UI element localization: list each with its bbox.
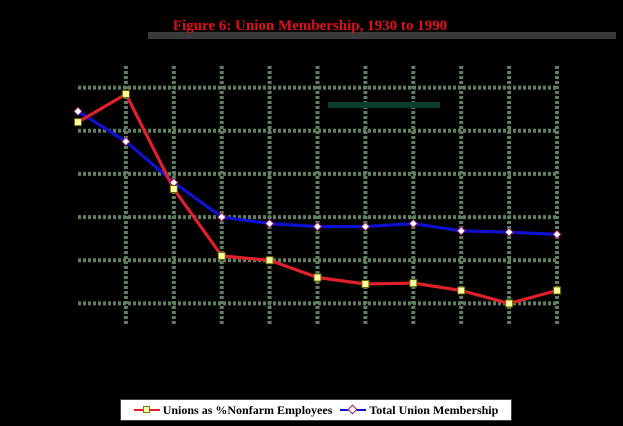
data-point-square [265, 256, 274, 265]
data-point-square [74, 118, 82, 127]
data-point-square [409, 279, 418, 288]
square-marker-icon [142, 406, 150, 413]
data-point-diamond [73, 106, 83, 117]
data-point-diamond [216, 212, 227, 222]
data-point-square [121, 90, 130, 99]
legend-swatch-diamond [340, 404, 367, 415]
data-point-square [553, 286, 561, 295]
legend-item-unions-percent: Unions as %Nonfarm Employees [133, 402, 333, 418]
data-point-diamond [456, 226, 466, 236]
data-point-square [361, 279, 370, 288]
data-point-square [457, 286, 466, 295]
legend: Unions as %Nonfarm Employees Total Union… [120, 399, 512, 421]
data-point-diamond [552, 229, 562, 240]
data-point-square [217, 251, 226, 260]
data-point-square [169, 185, 178, 194]
data-point-diamond [504, 227, 514, 237]
legend-label-total-membership: Total Union Membership [369, 402, 499, 417]
legend-label-unions-percent: Unions as %Nonfarm Employees [162, 402, 333, 417]
legend-item-total-membership: Total Union Membership [340, 403, 498, 418]
data-point-diamond [121, 136, 131, 147]
chart-title: Figure 6: Union Membership, 1930 to 1990 [173, 18, 447, 34]
data-point-diamond [312, 221, 323, 232]
data-point-diamond [360, 221, 371, 232]
legend-swatch-square [133, 405, 160, 415]
data-point-diamond [408, 218, 419, 229]
data-point-square [313, 273, 322, 282]
inset-label-box [328, 102, 440, 108]
diamond-marker-icon [347, 404, 358, 415]
data-point-diamond [264, 218, 275, 229]
title-shadow-bar [148, 32, 616, 39]
series-layer [73, 90, 562, 308]
data-point-square [505, 299, 514, 308]
